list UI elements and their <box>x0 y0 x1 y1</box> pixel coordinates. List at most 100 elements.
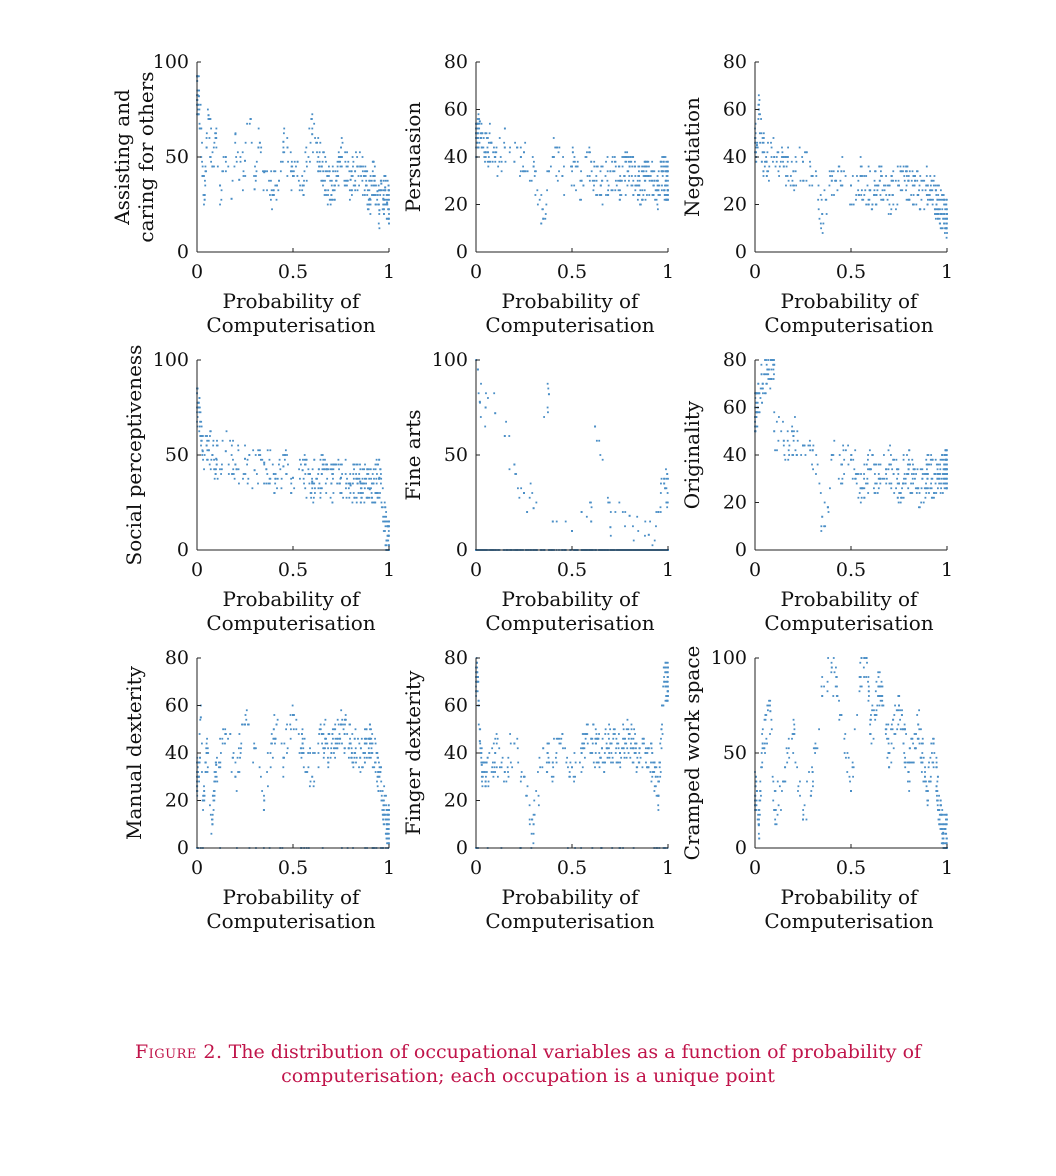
scatter-point <box>930 454 933 456</box>
y-tick-label: 60 <box>723 99 747 121</box>
scatter-point <box>236 756 239 759</box>
scatter-point <box>937 463 940 466</box>
y-tick-label: 80 <box>444 647 468 669</box>
scatter-point <box>634 742 636 745</box>
scatter-point <box>363 477 366 480</box>
x-tick-label: 1 <box>662 857 674 879</box>
scatter-point <box>575 165 578 168</box>
scatter-point <box>890 723 893 726</box>
x-axis-title: Probability of <box>223 289 362 313</box>
scatter-point <box>326 742 329 745</box>
scatter-point <box>346 165 349 168</box>
scatter-point <box>899 718 901 721</box>
scatter-point <box>874 482 877 485</box>
scatter-point <box>353 737 356 740</box>
scatter-point <box>385 832 387 835</box>
scatter-point <box>630 723 633 726</box>
scatter-point <box>341 156 343 158</box>
scatter-point <box>378 476 381 479</box>
scatter-point <box>551 520 554 523</box>
scatter-point <box>371 733 374 735</box>
scatter-point <box>867 680 869 683</box>
scatter-point <box>660 747 663 750</box>
scatter-point <box>332 737 334 740</box>
scatter-point <box>932 761 935 764</box>
scatter-point <box>382 818 384 821</box>
scatter-point <box>336 742 339 745</box>
scatter-point <box>199 716 202 719</box>
scatter-point <box>844 175 847 177</box>
scatter-point <box>480 132 483 135</box>
scatter-point <box>540 194 543 196</box>
scatter-point <box>323 747 325 750</box>
scatter-point <box>352 463 355 466</box>
scatter-point <box>901 496 903 499</box>
scatter-point <box>478 120 481 123</box>
scatter-point <box>377 790 380 792</box>
scatter-point <box>606 156 609 158</box>
scatter-point <box>887 213 890 215</box>
scatter-point <box>904 728 906 731</box>
scatter-point <box>271 208 273 211</box>
scatter-point <box>503 127 506 130</box>
scatter-point <box>307 473 310 475</box>
scatter-point <box>903 473 906 475</box>
scatter-point <box>303 179 305 182</box>
scatter-point <box>575 189 577 192</box>
scatter-point <box>760 752 763 754</box>
scatter-point <box>659 194 661 196</box>
scatter-point <box>932 198 934 201</box>
scatter-point <box>779 160 782 163</box>
scatter-point <box>647 160 650 163</box>
scatter-point <box>318 160 321 163</box>
scatter-point <box>867 454 869 456</box>
scatter-point <box>314 487 316 490</box>
x-axis-title: Probability of <box>781 289 920 313</box>
x-tick-label: 1 <box>662 261 674 283</box>
scatter-point <box>494 156 497 158</box>
scatter-point <box>382 530 385 532</box>
scatter-point <box>341 473 344 475</box>
scatter-point <box>301 742 304 745</box>
scatter-point <box>665 179 668 182</box>
scatter-point <box>200 444 202 447</box>
scatter-point <box>551 156 554 158</box>
scatter-point <box>896 496 899 499</box>
scatter-point <box>229 733 232 735</box>
scatter-point <box>340 156 342 158</box>
scatter-point <box>387 539 390 542</box>
scatter-point <box>820 525 823 528</box>
scatter-point <box>360 482 363 485</box>
scatter-point <box>818 728 820 731</box>
scatter-point <box>368 488 371 491</box>
scatter-point <box>388 525 390 528</box>
scatter-point <box>341 718 344 721</box>
scatter-point <box>598 766 601 769</box>
scatter-point <box>244 723 246 726</box>
scatter-point <box>911 477 914 480</box>
scatter-point <box>759 790 761 792</box>
scatter-point <box>364 170 366 173</box>
scatter-point <box>928 761 930 764</box>
scatter-point <box>792 733 795 735</box>
scatter-point <box>479 728 482 731</box>
scatter-point <box>348 170 351 173</box>
scatter-point <box>655 794 658 797</box>
scatter-point <box>832 657 835 659</box>
scatter-point <box>227 737 229 740</box>
scatter-point <box>855 194 858 196</box>
scatter-point <box>214 761 217 764</box>
scatter-point <box>892 203 895 206</box>
scatter-point <box>337 458 340 461</box>
scatter-point <box>361 194 364 196</box>
scatter-point <box>573 780 575 783</box>
scatter-point <box>809 165 812 168</box>
scatter-point <box>666 492 669 494</box>
scatter-point <box>624 156 627 158</box>
scatter-point <box>246 482 249 485</box>
scatter-point <box>270 179 272 182</box>
scatter-point <box>945 818 947 821</box>
scatter-point <box>545 203 548 206</box>
scatter-point <box>198 122 201 125</box>
